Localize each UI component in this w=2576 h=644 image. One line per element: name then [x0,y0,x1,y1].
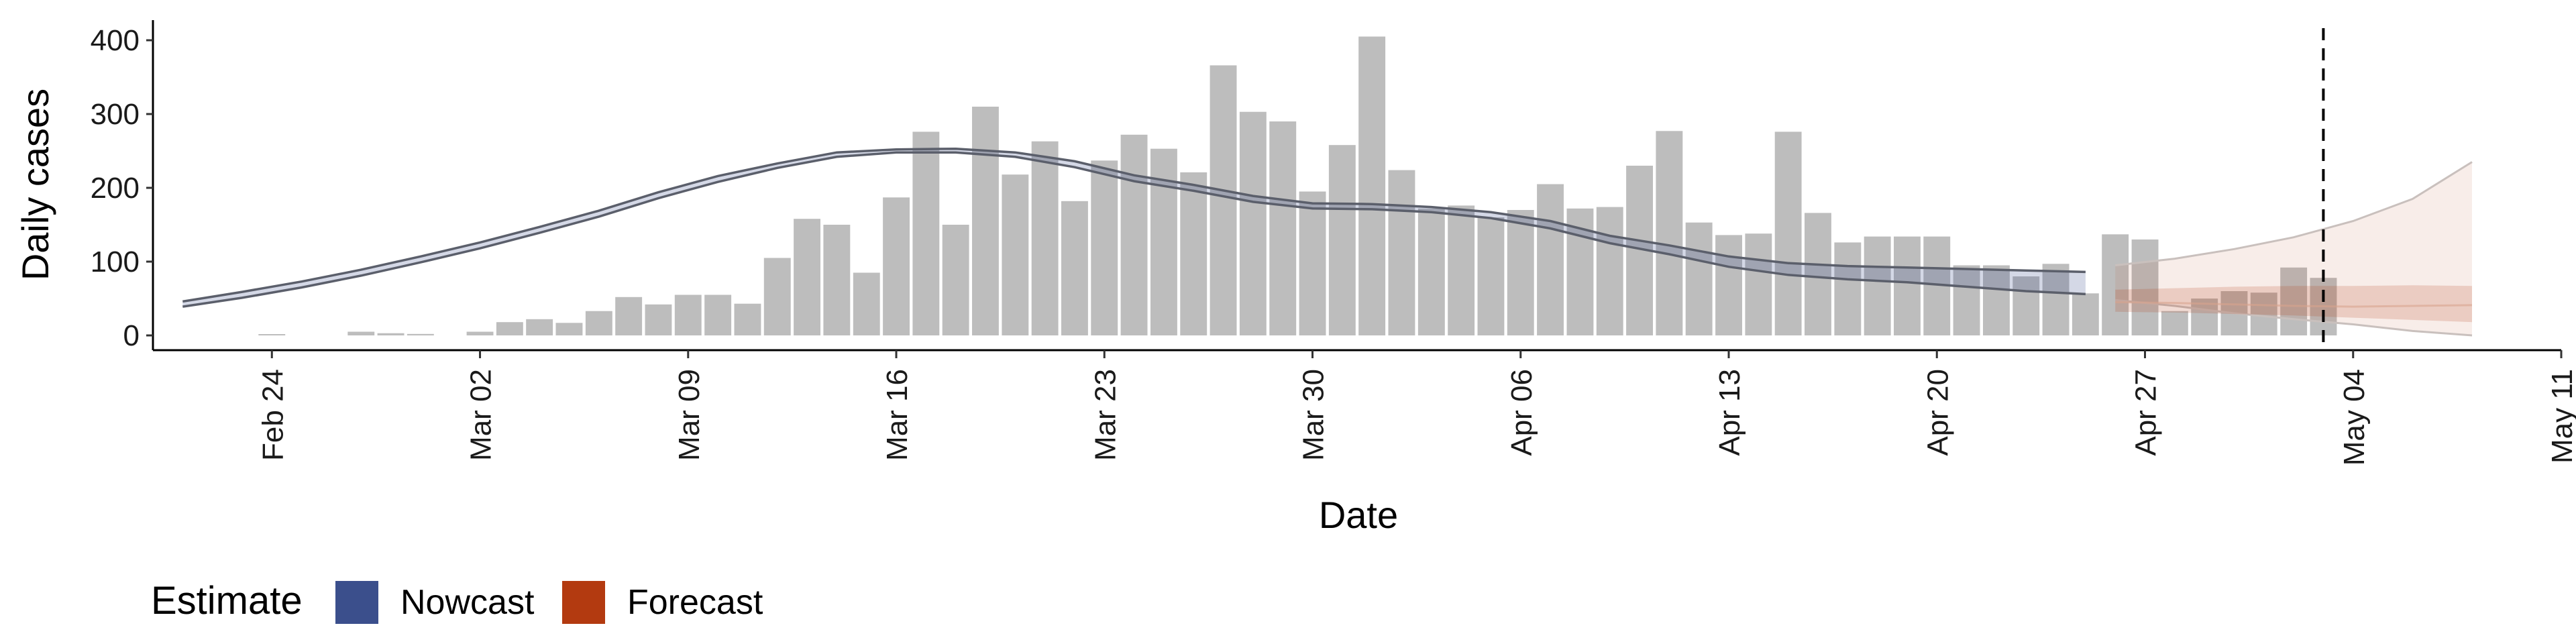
bar [1448,205,1475,335]
bar [1864,236,1891,335]
bar [555,323,583,335]
x-tick-label: Apr 06 [1505,369,1538,456]
y-tick-label: 200 [91,172,140,205]
bar [823,225,851,335]
bar [1061,201,1088,335]
bar [1507,210,1534,335]
y-tick-label: 0 [123,319,140,352]
y-tick-label: 100 [91,246,140,278]
bars [258,36,2337,336]
forecast-median-line [2115,301,2473,308]
x-tick-label: Mar 30 [1297,369,1330,461]
legend-label-forecast: Forecast [627,583,763,622]
bar [1834,242,1862,335]
bar [615,297,643,335]
bar [496,322,523,335]
bar [1537,184,1564,335]
bar [377,333,405,335]
x-tick-label: May 11 [2546,369,2576,464]
y-axis-title: Daily cases [14,89,56,280]
bar [1299,191,1326,335]
legend-swatch-forecast [562,581,605,624]
bar [763,258,791,335]
bar [674,294,702,335]
bar [1358,36,1386,335]
bar [942,225,969,335]
bar [972,107,999,335]
legend: Estimate Nowcast Forecast [151,579,763,624]
x-axis-title: Date [1319,494,1398,536]
x-tick-label: Apr 13 [1713,369,1746,456]
bar [2102,234,2129,335]
bar [734,303,761,335]
bar [1774,131,1802,335]
bar [1685,222,1713,335]
legend-label-nowcast: Nowcast [400,583,535,622]
forecast-inner-band [2115,285,2472,323]
bar [2072,293,2099,335]
forecast-bands [2115,161,2473,337]
bar [1328,145,1356,335]
bar [794,219,820,335]
forecast-outer-upper-line [2115,161,2473,266]
bar [2012,276,2040,335]
bar [883,197,910,335]
bar [1894,236,1921,335]
bar [1388,170,1415,335]
bar [912,131,940,335]
bar [1805,213,1831,335]
bar [466,331,494,335]
legend-swatch-nowcast [335,581,378,624]
bar [1031,141,1059,335]
bar [585,311,612,335]
legend-title: Estimate [151,579,303,623]
bar [853,272,880,335]
bar [1269,121,1297,335]
bar [526,319,553,335]
x-tick-label: Apr 20 [1921,369,1954,456]
bar [2131,239,2159,335]
nowcast-upper-line [182,147,2086,303]
y-tick-label: 300 [91,98,140,131]
bar [1150,148,1177,335]
forecast-outer-band [2115,162,2472,335]
bar [1091,160,1118,336]
bar [1239,111,1267,335]
x-tick-label: May 04 [2338,369,2371,466]
bar [1983,265,2010,335]
bar [1002,174,1029,335]
bar [1120,134,1148,336]
x-tick-label: Mar 16 [881,369,914,461]
bar [645,304,672,335]
x-axis-ticks: Feb 24 Mar 02 Mar 09 Mar 16 Mar 23 Mar 30 Apr … [256,350,2576,466]
bar [258,334,286,335]
bar [2280,267,2308,335]
bar [347,331,375,335]
x-tick-label: Mar 02 [465,369,498,461]
bar [1477,217,1505,335]
nowcast-lower-line [182,151,2086,308]
bar [1417,208,1445,335]
bar [1656,131,1683,336]
bar [1715,235,1742,335]
y-axis-ticks: 0 100 200 300 400 [91,24,153,352]
x-tick-label: Apr 27 [2130,369,2163,456]
bar [2042,264,2070,335]
nowcast-bands [182,147,2086,308]
bar [2161,311,2188,335]
y-tick-label: 400 [91,24,140,57]
bar [407,333,434,335]
bar [1180,172,1208,335]
x-tick-label: Feb 24 [256,369,289,461]
bar [1596,207,1623,335]
bar [2250,292,2277,335]
x-tick-label: Mar 09 [673,369,706,461]
x-tick-label: Mar 23 [1089,369,1122,461]
bar [1745,233,1772,335]
bar [1210,65,1237,336]
bar [704,294,732,335]
bar [1953,265,1980,335]
forecast-outer-lower-line [2115,299,2473,337]
